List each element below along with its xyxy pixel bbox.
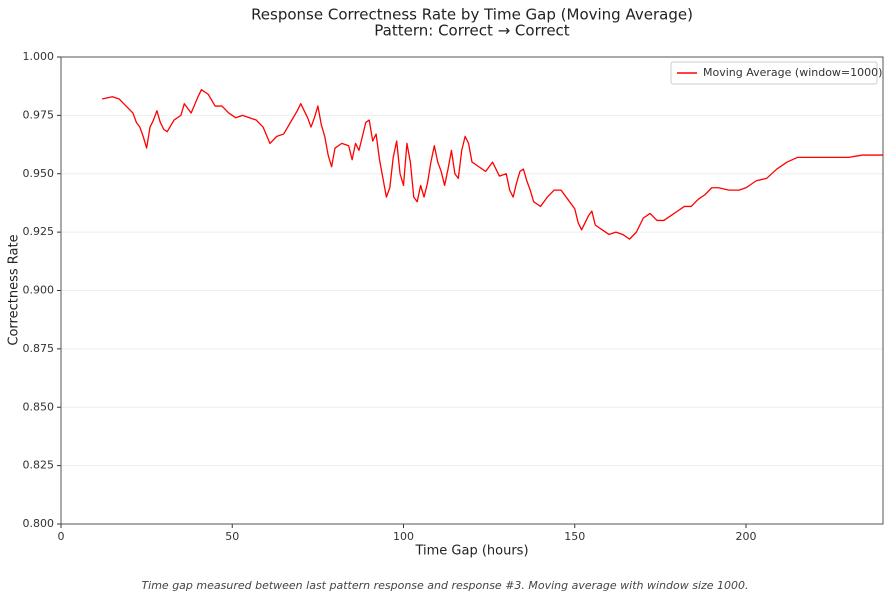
legend-box: [670, 61, 878, 85]
x-tick-label: 200: [736, 530, 757, 543]
series-line: [101, 89, 883, 240]
chart-subtitle: Pattern: Correct → Correct: [374, 22, 570, 40]
y-tick-label: 0.800: [23, 517, 55, 530]
y-tick-label: 0.925: [23, 225, 55, 238]
plot-frame: [60, 56, 884, 525]
y-tick-label: 0.975: [23, 108, 55, 121]
y-tick-label: 0.825: [23, 459, 55, 472]
x-tick-label: 150: [564, 530, 585, 543]
x-tick-label: 0: [58, 530, 65, 543]
y-tick-label: 0.950: [23, 167, 55, 180]
x-tick-label: 50: [225, 530, 239, 543]
y-axis-label: Correctness Rate: [7, 234, 22, 345]
y-tick-label: 0.850: [23, 400, 55, 413]
y-tick-label: 0.900: [23, 284, 55, 297]
y-tick-label: 0.875: [23, 342, 55, 355]
footnote: Time gap measured between last pattern r…: [141, 579, 748, 592]
legend-label: Moving Average (window=1000): [703, 66, 882, 79]
y-tick-label: 1.000: [23, 50, 55, 63]
x-axis-label: Time Gap (hours): [414, 544, 528, 559]
chart-title: Response Correctness Rate by Time Gap (M…: [251, 6, 693, 24]
x-tick-label: 100: [393, 530, 414, 543]
